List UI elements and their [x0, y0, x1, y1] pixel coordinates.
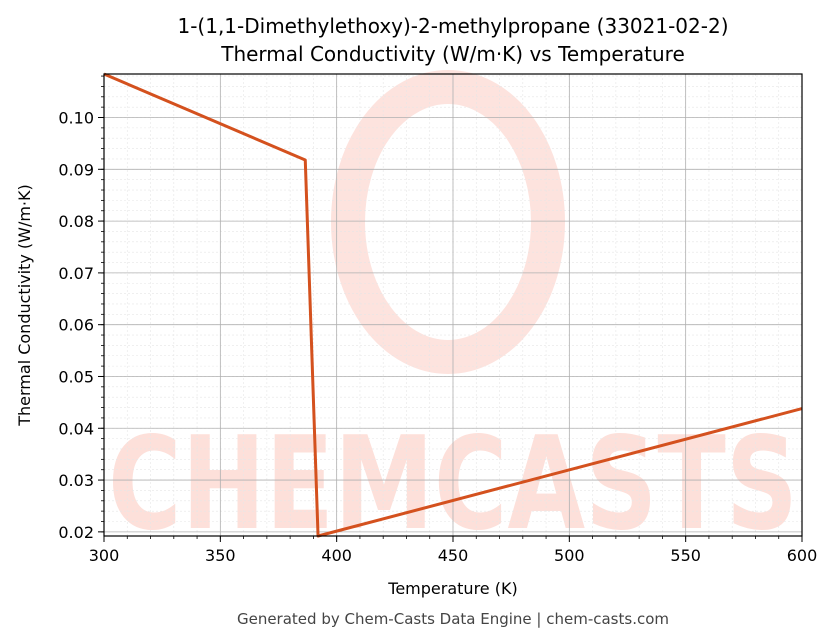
y-tick-label: 0.05 — [58, 367, 94, 386]
y-tick-label: 0.08 — [58, 212, 94, 231]
y-tick-label: 0.03 — [58, 471, 94, 490]
x-tick-label: 450 — [438, 546, 469, 565]
y-tick-label: 0.09 — [58, 160, 94, 179]
axis-ticks — [98, 75, 803, 542]
footer-credit: Generated by Chem-Casts Data Engine | ch… — [237, 610, 669, 628]
x-tick-label: 500 — [554, 546, 585, 565]
x-tick-labels: 300 350 400 450 500 550 600 — [89, 546, 818, 565]
x-axis-label: Temperature (K) — [387, 579, 517, 598]
y-tick-label: 0.10 — [58, 109, 94, 128]
y-axis-label: Thermal Conductivity (W/m·K) — [15, 184, 34, 427]
series-layer — [103, 72, 803, 538]
y-tick-label: 0.07 — [58, 264, 94, 283]
watermark-logo-icon — [331, 70, 565, 374]
chart-title-line2: Thermal Conductivity (W/m·K) vs Temperat… — [220, 42, 685, 66]
x-tick-label: 350 — [205, 546, 236, 565]
series-line — [103, 72, 803, 538]
x-tick-label: 600 — [787, 546, 818, 565]
x-tick-label: 400 — [321, 546, 352, 565]
y-tick-label: 0.04 — [58, 419, 94, 438]
y-tick-label: 0.02 — [58, 523, 94, 542]
x-tick-label: 300 — [89, 546, 120, 565]
y-tick-label: 0.06 — [58, 316, 94, 335]
x-tick-label: 550 — [670, 546, 701, 565]
y-tick-labels: 0.02 0.03 0.04 0.05 0.06 0.07 0.08 0.09 0.10 — [58, 109, 94, 542]
chart-title-line1: 1-(1,1-Dimethylethoxy)-2-methylpropane (… — [177, 14, 728, 38]
